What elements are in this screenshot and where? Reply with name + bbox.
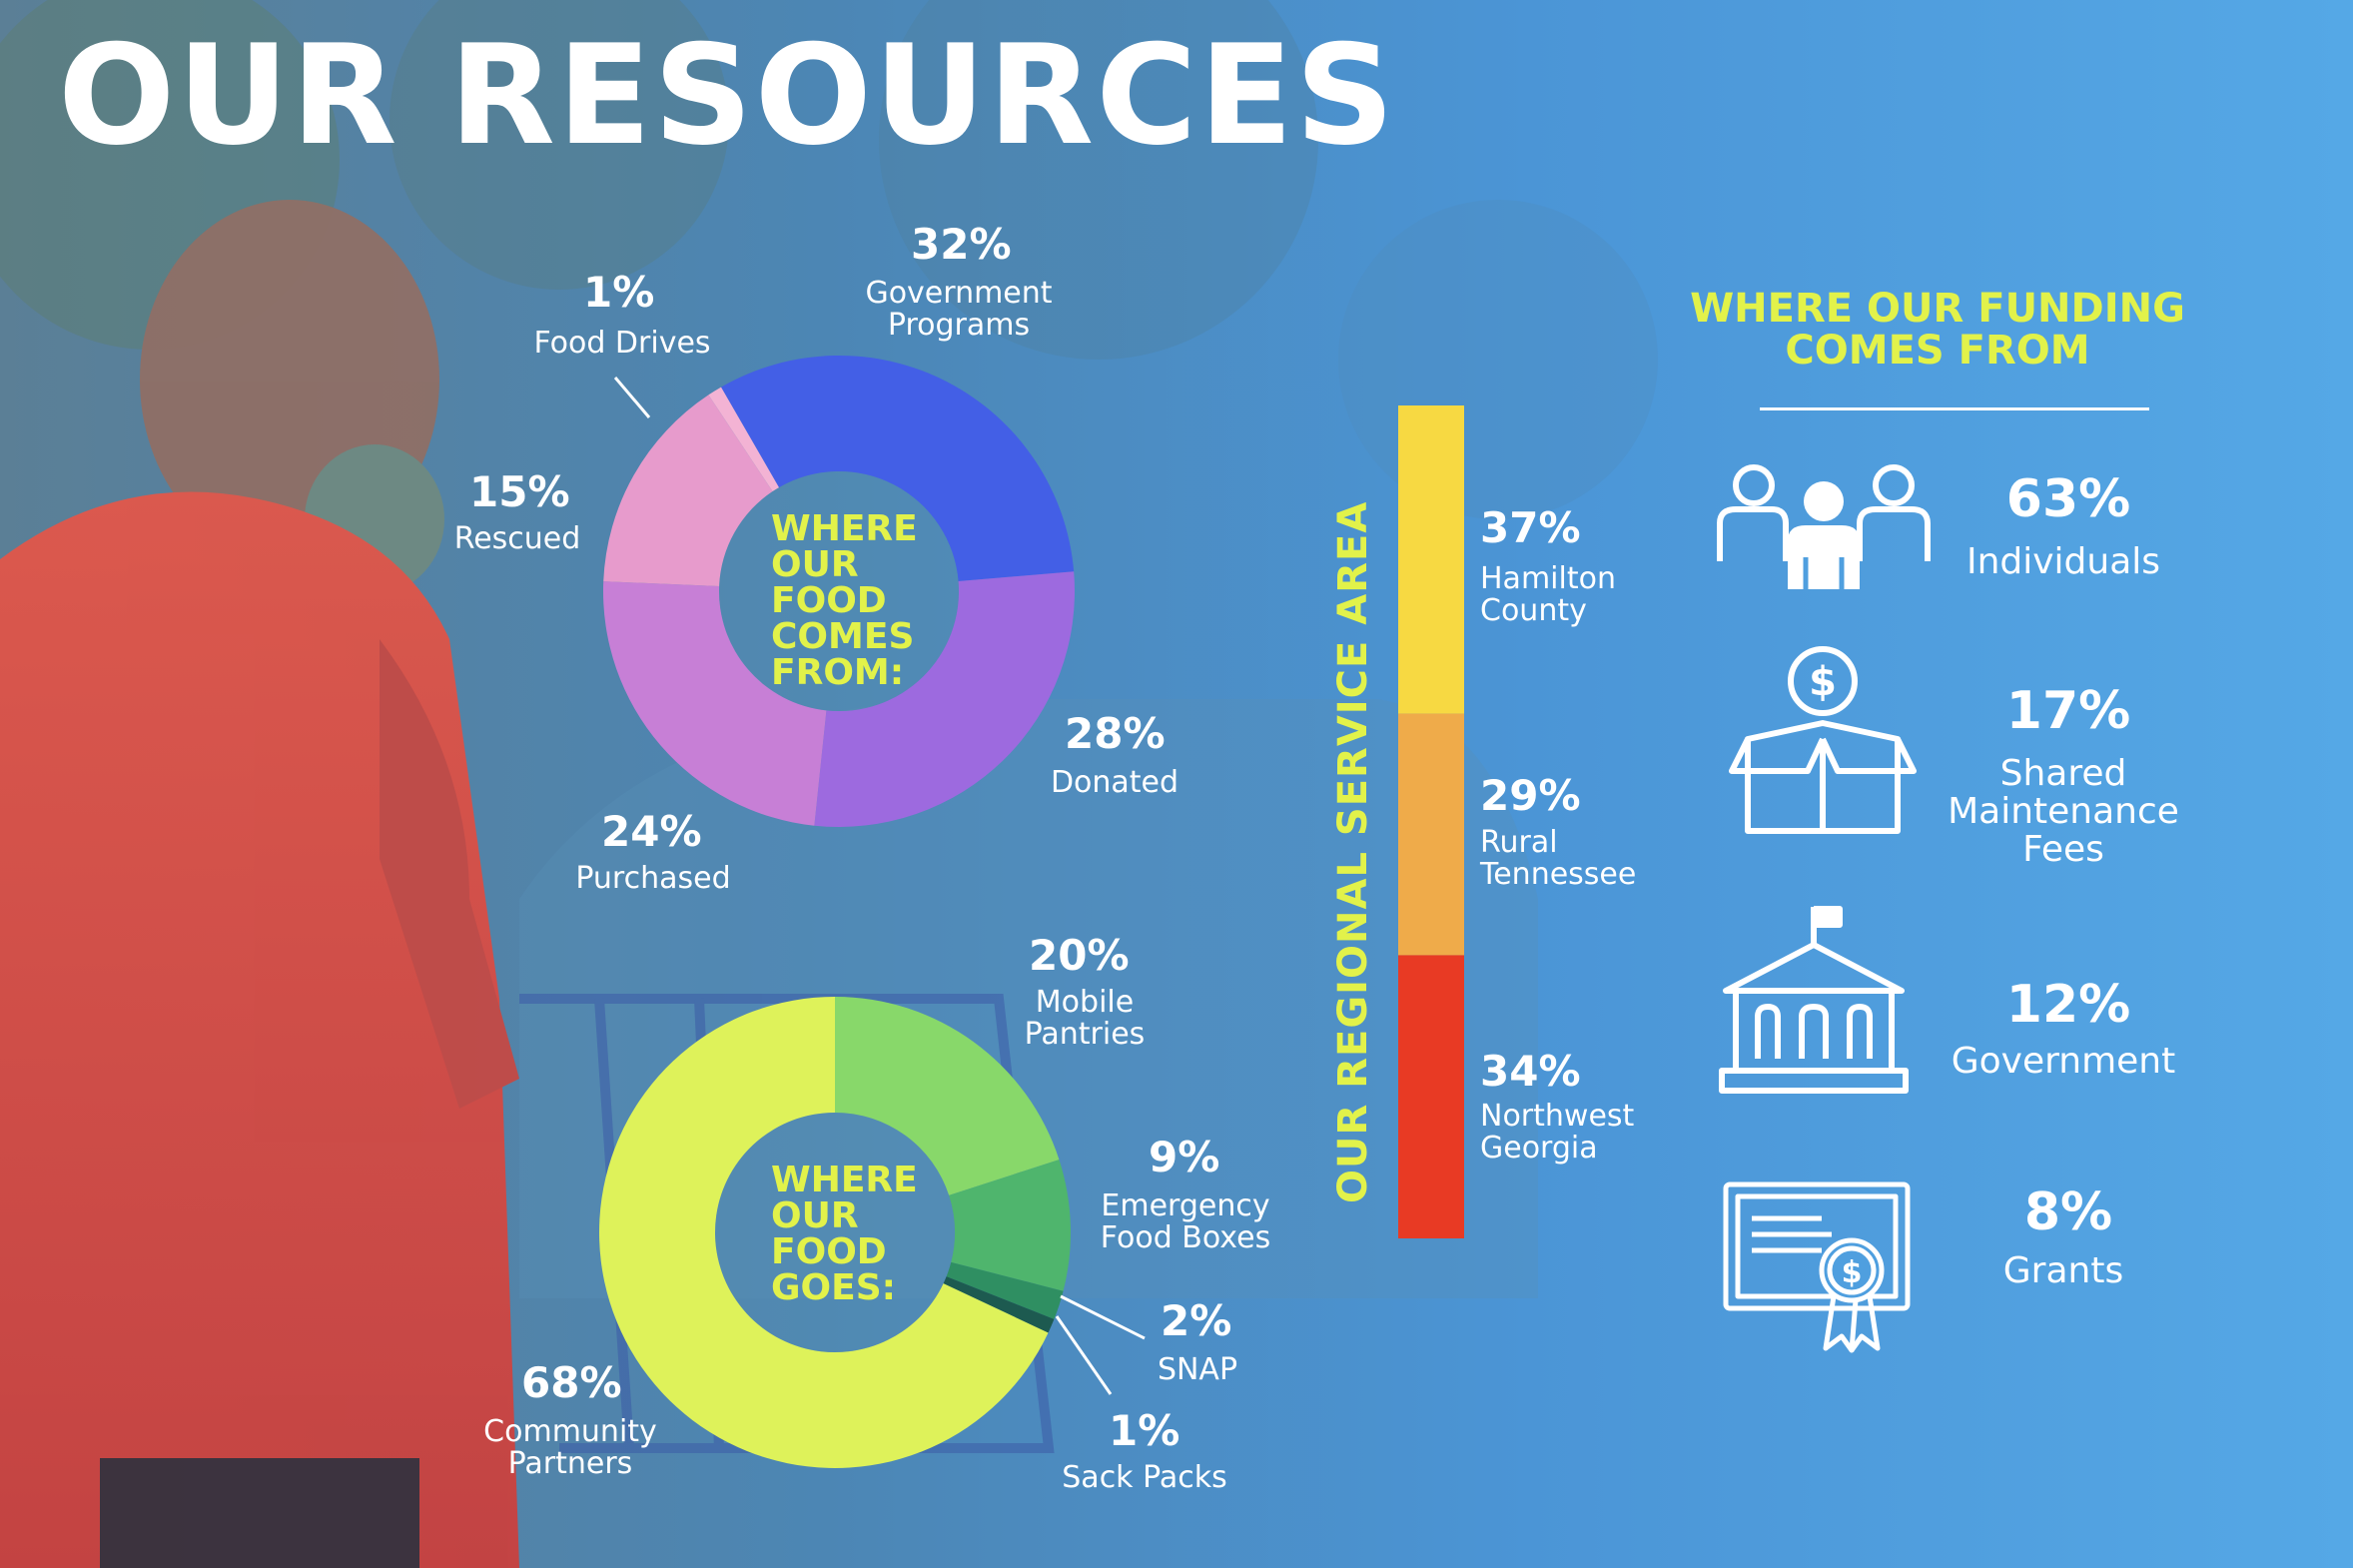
page-title: OUR RESOURCES (58, 15, 1397, 176)
food-distribution-slice-emergency-food-boxes (949, 1160, 1071, 1291)
service-area-segment-rural-tennessee (1398, 713, 1464, 956)
funding-divider (1760, 407, 2149, 410)
people-icon (1717, 464, 1931, 589)
government-funding-pct: 12% (2005, 975, 2131, 1035)
rural-tennessee-label: Rural Tennessee (1480, 825, 1637, 892)
food-drives-pct: 1% (583, 268, 655, 317)
svg-text:$: $ (1809, 659, 1837, 705)
food-source-slice-donated (814, 571, 1075, 827)
government-programs-label: Government Programs (865, 276, 1053, 343)
snap-label: SNAP (1157, 1352, 1238, 1387)
government-programs-pct: 32% (911, 220, 1012, 269)
hamilton-county-label: Hamilton County (1480, 561, 1616, 628)
sack-packs-pct: 1% (1109, 1406, 1180, 1455)
food-source-slice-purchased (602, 581, 827, 826)
individuals-pct: 63% (2005, 469, 2131, 529)
northwest-georgia-label: Northwest Georgia (1480, 1099, 1635, 1166)
food-distribution-hole (715, 1113, 955, 1352)
individuals-label: Individuals (1965, 541, 2161, 582)
grants-label: Grants (2002, 1250, 2124, 1291)
food-source-slice-food-drives (708, 387, 779, 492)
sack-packs-label: Sack Packs (1062, 1460, 1227, 1495)
rural-tennessee-pct: 29% (1480, 771, 1581, 820)
food-source-slice-government-programs (721, 356, 1075, 581)
emergency-food-boxes-label: Emergency Food Boxes (1100, 1188, 1271, 1255)
government-building-icon (1719, 906, 1909, 1094)
mobile-pantries-pct: 20% (1029, 931, 1130, 980)
svg-text:$: $ (1842, 1255, 1863, 1290)
food-source-hole (719, 471, 959, 711)
person-silhouette (0, 200, 519, 1568)
donated-label: Donated (1050, 765, 1179, 800)
shared-maintenance-fees-pct: 17% (2005, 681, 2131, 741)
food-drives-label: Food Drives (533, 326, 711, 361)
hamilton-county-pct: 37% (1480, 503, 1581, 552)
grants-pct: 8% (2023, 1182, 2113, 1242)
purchased-label: Purchased (575, 861, 731, 896)
shared-maintenance-fees-label: Shared Maintenance Fees (1948, 753, 2179, 870)
food-distribution-slice-community-partners (598, 997, 1049, 1468)
food-distribution-center-label: WHERE OUR FOOD GOES: (771, 1160, 918, 1308)
food-distribution-slice-sack-packs (943, 1276, 1055, 1333)
emergency-food-boxes-pct: 9% (1149, 1133, 1220, 1181)
food-distribution-slice-mobile-pantries (835, 997, 1060, 1195)
snap-pct: 2% (1161, 1296, 1232, 1345)
mobile-pantries-label: Mobile Pantries (1024, 985, 1146, 1052)
northwest-georgia-pct: 34% (1480, 1047, 1581, 1096)
funding-title: WHERE OUR FUNDING COMES FROM (1690, 286, 2185, 374)
service-area-segment-hamilton-county (1398, 405, 1464, 714)
food-distribution-slice-snap (946, 1261, 1064, 1319)
grant-certificate-icon: $ (1723, 1181, 1911, 1353)
donation-box-icon: $ (1729, 646, 1917, 834)
food-source-slice-rescued (603, 394, 773, 586)
government-funding-label: Government (1951, 1041, 2176, 1082)
rescued-label: Rescued (453, 521, 581, 556)
food-source-center-label: WHERE OUR FOOD COMES FROM: (771, 508, 918, 693)
rescued-pct: 15% (469, 467, 570, 516)
service-area-segment-northwest-georgia (1398, 955, 1464, 1238)
community-partners-pct: 68% (521, 1358, 622, 1407)
purchased-pct: 24% (601, 807, 702, 856)
community-partners-label: Community Partners (483, 1414, 657, 1481)
donated-pct: 28% (1065, 709, 1166, 758)
